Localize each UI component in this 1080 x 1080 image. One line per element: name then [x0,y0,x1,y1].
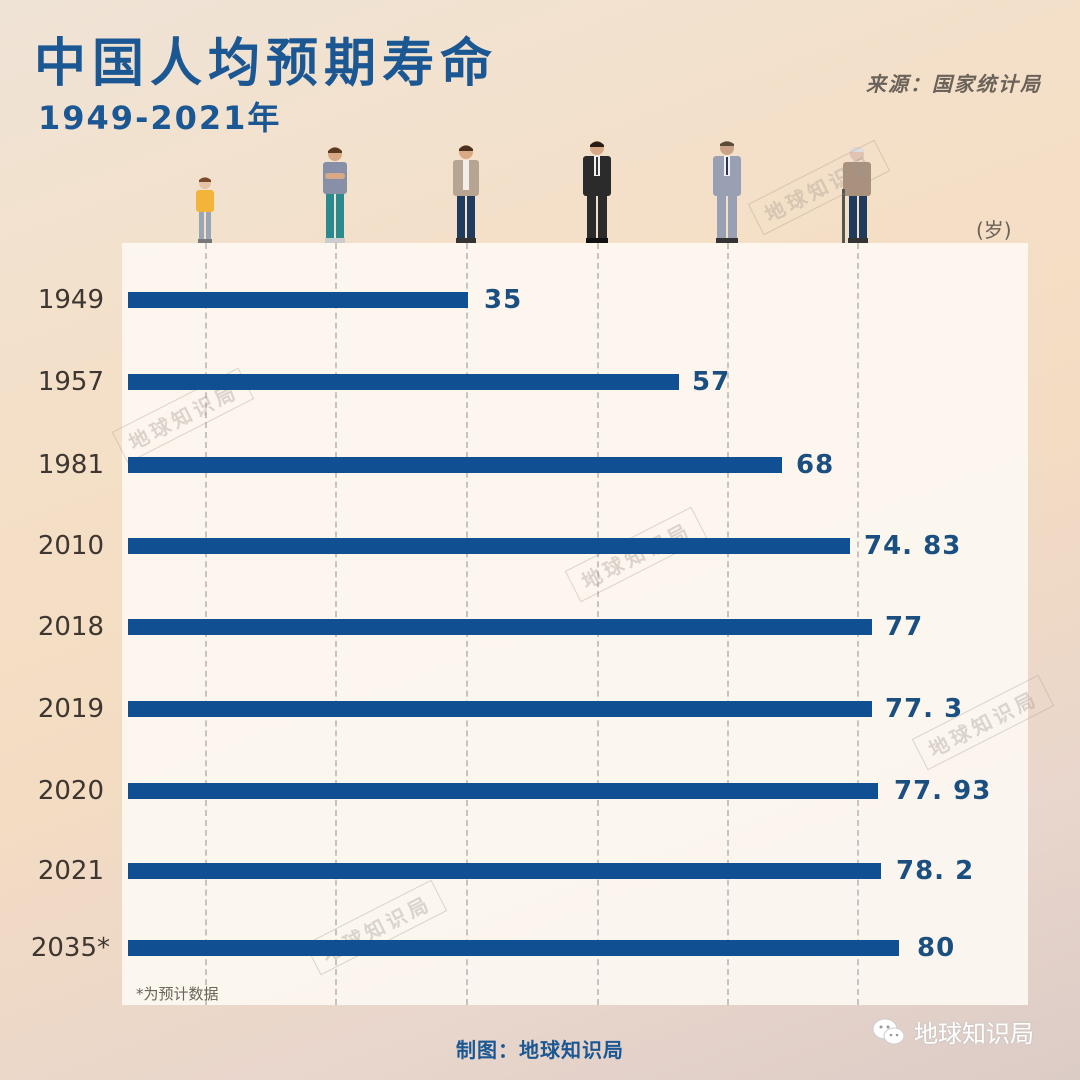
chart-title: 中国人均预期寿命 [34,34,499,94]
value-label: 77. 93 [894,776,992,806]
value-label: 80 [917,933,956,963]
bar [128,863,881,879]
bar [128,374,679,390]
elderly-man-cane-figure-icon [842,147,871,243]
value-label: 68 [796,450,835,480]
child-figure-icon [196,177,214,243]
year-label: 2019 [37,694,104,724]
value-label: 57 [692,367,731,397]
chart-subtitle: 1949-2021年 [38,99,282,137]
value-label: 78. 2 [896,856,975,886]
wechat-account: 地球知识局 [872,1014,1034,1049]
year-label: 2035* [30,933,110,963]
year-label: 1957 [37,367,104,397]
wechat-account-name: 地球知识局 [914,1020,1034,1048]
bar [128,701,872,717]
year-label: 1981 [37,450,104,480]
bar [128,940,899,956]
bar [128,783,878,799]
projection-note: *为预计数据 [136,985,219,1003]
source-label: 来源：国家统计局 [866,72,1042,96]
wechat-icon [872,1018,905,1044]
bar [128,538,850,554]
man-grey-suit-figure-icon [713,141,741,243]
unit-label: (岁) [976,218,1012,242]
year-label: 2021 [37,856,104,886]
year-label: 2018 [37,612,104,642]
bar [128,292,468,308]
year-label: 1949 [37,285,104,315]
value-label: 35 [484,285,523,315]
value-label: 74. 83 [864,531,962,561]
year-label: 2020 [37,776,104,806]
credit-label: 制图：地球知识局 [456,1038,624,1062]
young-man-figure-icon [323,147,347,243]
value-label: 77 [885,612,924,642]
bar [128,619,872,635]
value-label: 77. 3 [885,694,964,724]
man-blazer-figure-icon [453,145,479,243]
year-label: 2010 [37,531,104,561]
man-black-suit-figure-icon [583,141,611,243]
bar [128,457,782,473]
